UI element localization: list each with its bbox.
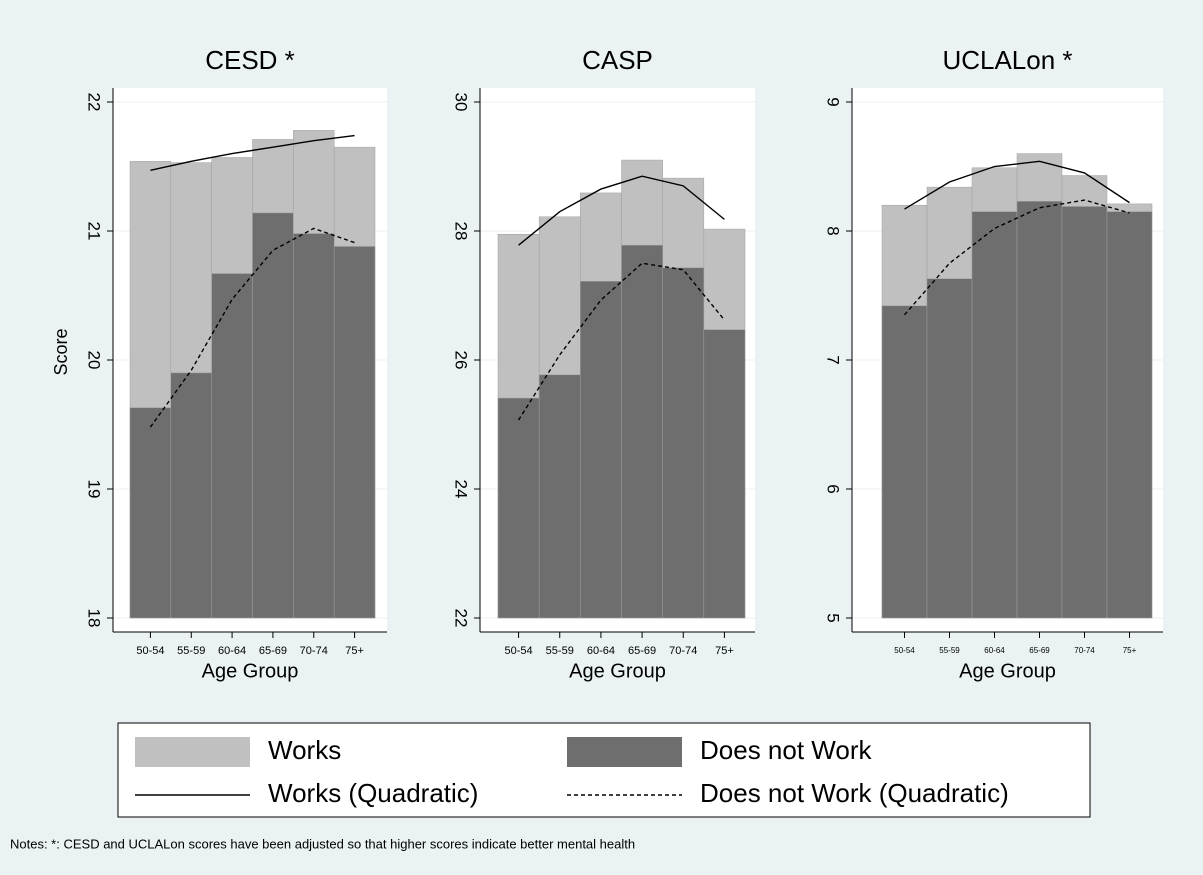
x-tick-label: 60-64 xyxy=(218,645,246,657)
x-tick-label: 75+ xyxy=(1123,646,1137,655)
bar xyxy=(211,273,253,619)
y-axis-label: Score xyxy=(51,328,71,375)
bar xyxy=(1106,211,1153,619)
chart-title: UCLALon * xyxy=(942,45,1072,75)
x-tick-label: 55-59 xyxy=(177,645,205,657)
bar xyxy=(881,305,928,619)
bar xyxy=(926,278,973,619)
chart-title: CESD * xyxy=(205,45,295,75)
notes: Notes: *: CESD and UCLALon scores have b… xyxy=(10,836,635,851)
y-tick-label: 24 xyxy=(452,480,471,499)
bar xyxy=(1016,201,1063,619)
y-tick-label: 22 xyxy=(85,93,104,112)
y-tick-label: 20 xyxy=(85,351,104,370)
x-tick-label: 50-54 xyxy=(136,645,164,657)
bar xyxy=(971,211,1018,619)
bar xyxy=(580,281,622,619)
y-tick-label: 7 xyxy=(824,355,843,364)
legend-swatch xyxy=(135,737,250,767)
bar xyxy=(293,233,335,619)
y-tick-label: 28 xyxy=(452,222,471,241)
x-axis-label: Age Group xyxy=(202,660,299,682)
trend-line xyxy=(149,227,355,428)
y-tick-label: 30 xyxy=(452,93,471,112)
x-axis-label: Age Group xyxy=(959,660,1056,682)
bar xyxy=(333,246,376,619)
bar xyxy=(1061,206,1108,619)
legend-label: Does not Work (Quadratic) xyxy=(700,778,1009,808)
y-tick-label: 5 xyxy=(824,613,843,622)
y-tick-label: 8 xyxy=(824,226,843,235)
bar xyxy=(662,267,705,619)
legend-swatch xyxy=(567,737,682,767)
x-tick-label: 70-74 xyxy=(1074,646,1095,655)
y-tick-label: 22 xyxy=(452,609,471,628)
x-tick-label: 65-69 xyxy=(1029,646,1050,655)
x-tick-label: 65-69 xyxy=(259,645,287,657)
trend-line xyxy=(517,262,725,421)
y-tick-label: 18 xyxy=(85,609,104,628)
trend-line xyxy=(150,134,355,172)
x-tick-label: 70-74 xyxy=(669,645,697,657)
x-tick-label: 50-54 xyxy=(894,646,915,655)
bar xyxy=(621,244,663,619)
x-axis-label: Age Group xyxy=(569,660,666,682)
legend-label: Does not Work xyxy=(700,735,872,765)
trend-line xyxy=(904,160,1130,210)
x-tick-label: 70-74 xyxy=(300,645,328,657)
bar xyxy=(538,374,581,619)
legend: Works Does not Work Works (Quadratic) Does … xyxy=(135,735,1009,808)
legend-label: Works (Quadratic) xyxy=(268,778,478,808)
x-tick-label: 55-59 xyxy=(546,645,574,657)
chart-title: CASP xyxy=(582,45,653,75)
bar xyxy=(252,212,294,619)
x-tick-label: 75+ xyxy=(345,645,364,657)
x-tick-label: 55-59 xyxy=(939,646,960,655)
y-tick-label: 21 xyxy=(85,222,104,241)
x-tick-label: 60-64 xyxy=(984,646,1005,655)
bar xyxy=(170,372,212,619)
legend-label: Works xyxy=(268,735,341,765)
bar xyxy=(497,397,540,619)
y-tick-label: 19 xyxy=(85,480,104,499)
x-tick-label: 50-54 xyxy=(505,645,533,657)
y-tick-label: 9 xyxy=(824,97,843,106)
x-tick-label: 75+ xyxy=(715,645,734,657)
trend-line xyxy=(903,199,1130,316)
bar xyxy=(129,407,172,619)
trend-line xyxy=(518,175,725,246)
x-tick-label: 65-69 xyxy=(628,645,656,657)
y-tick-label: 6 xyxy=(824,484,843,493)
y-tick-label: 26 xyxy=(452,351,471,370)
bar xyxy=(703,329,746,619)
x-tick-label: 60-64 xyxy=(587,645,615,657)
